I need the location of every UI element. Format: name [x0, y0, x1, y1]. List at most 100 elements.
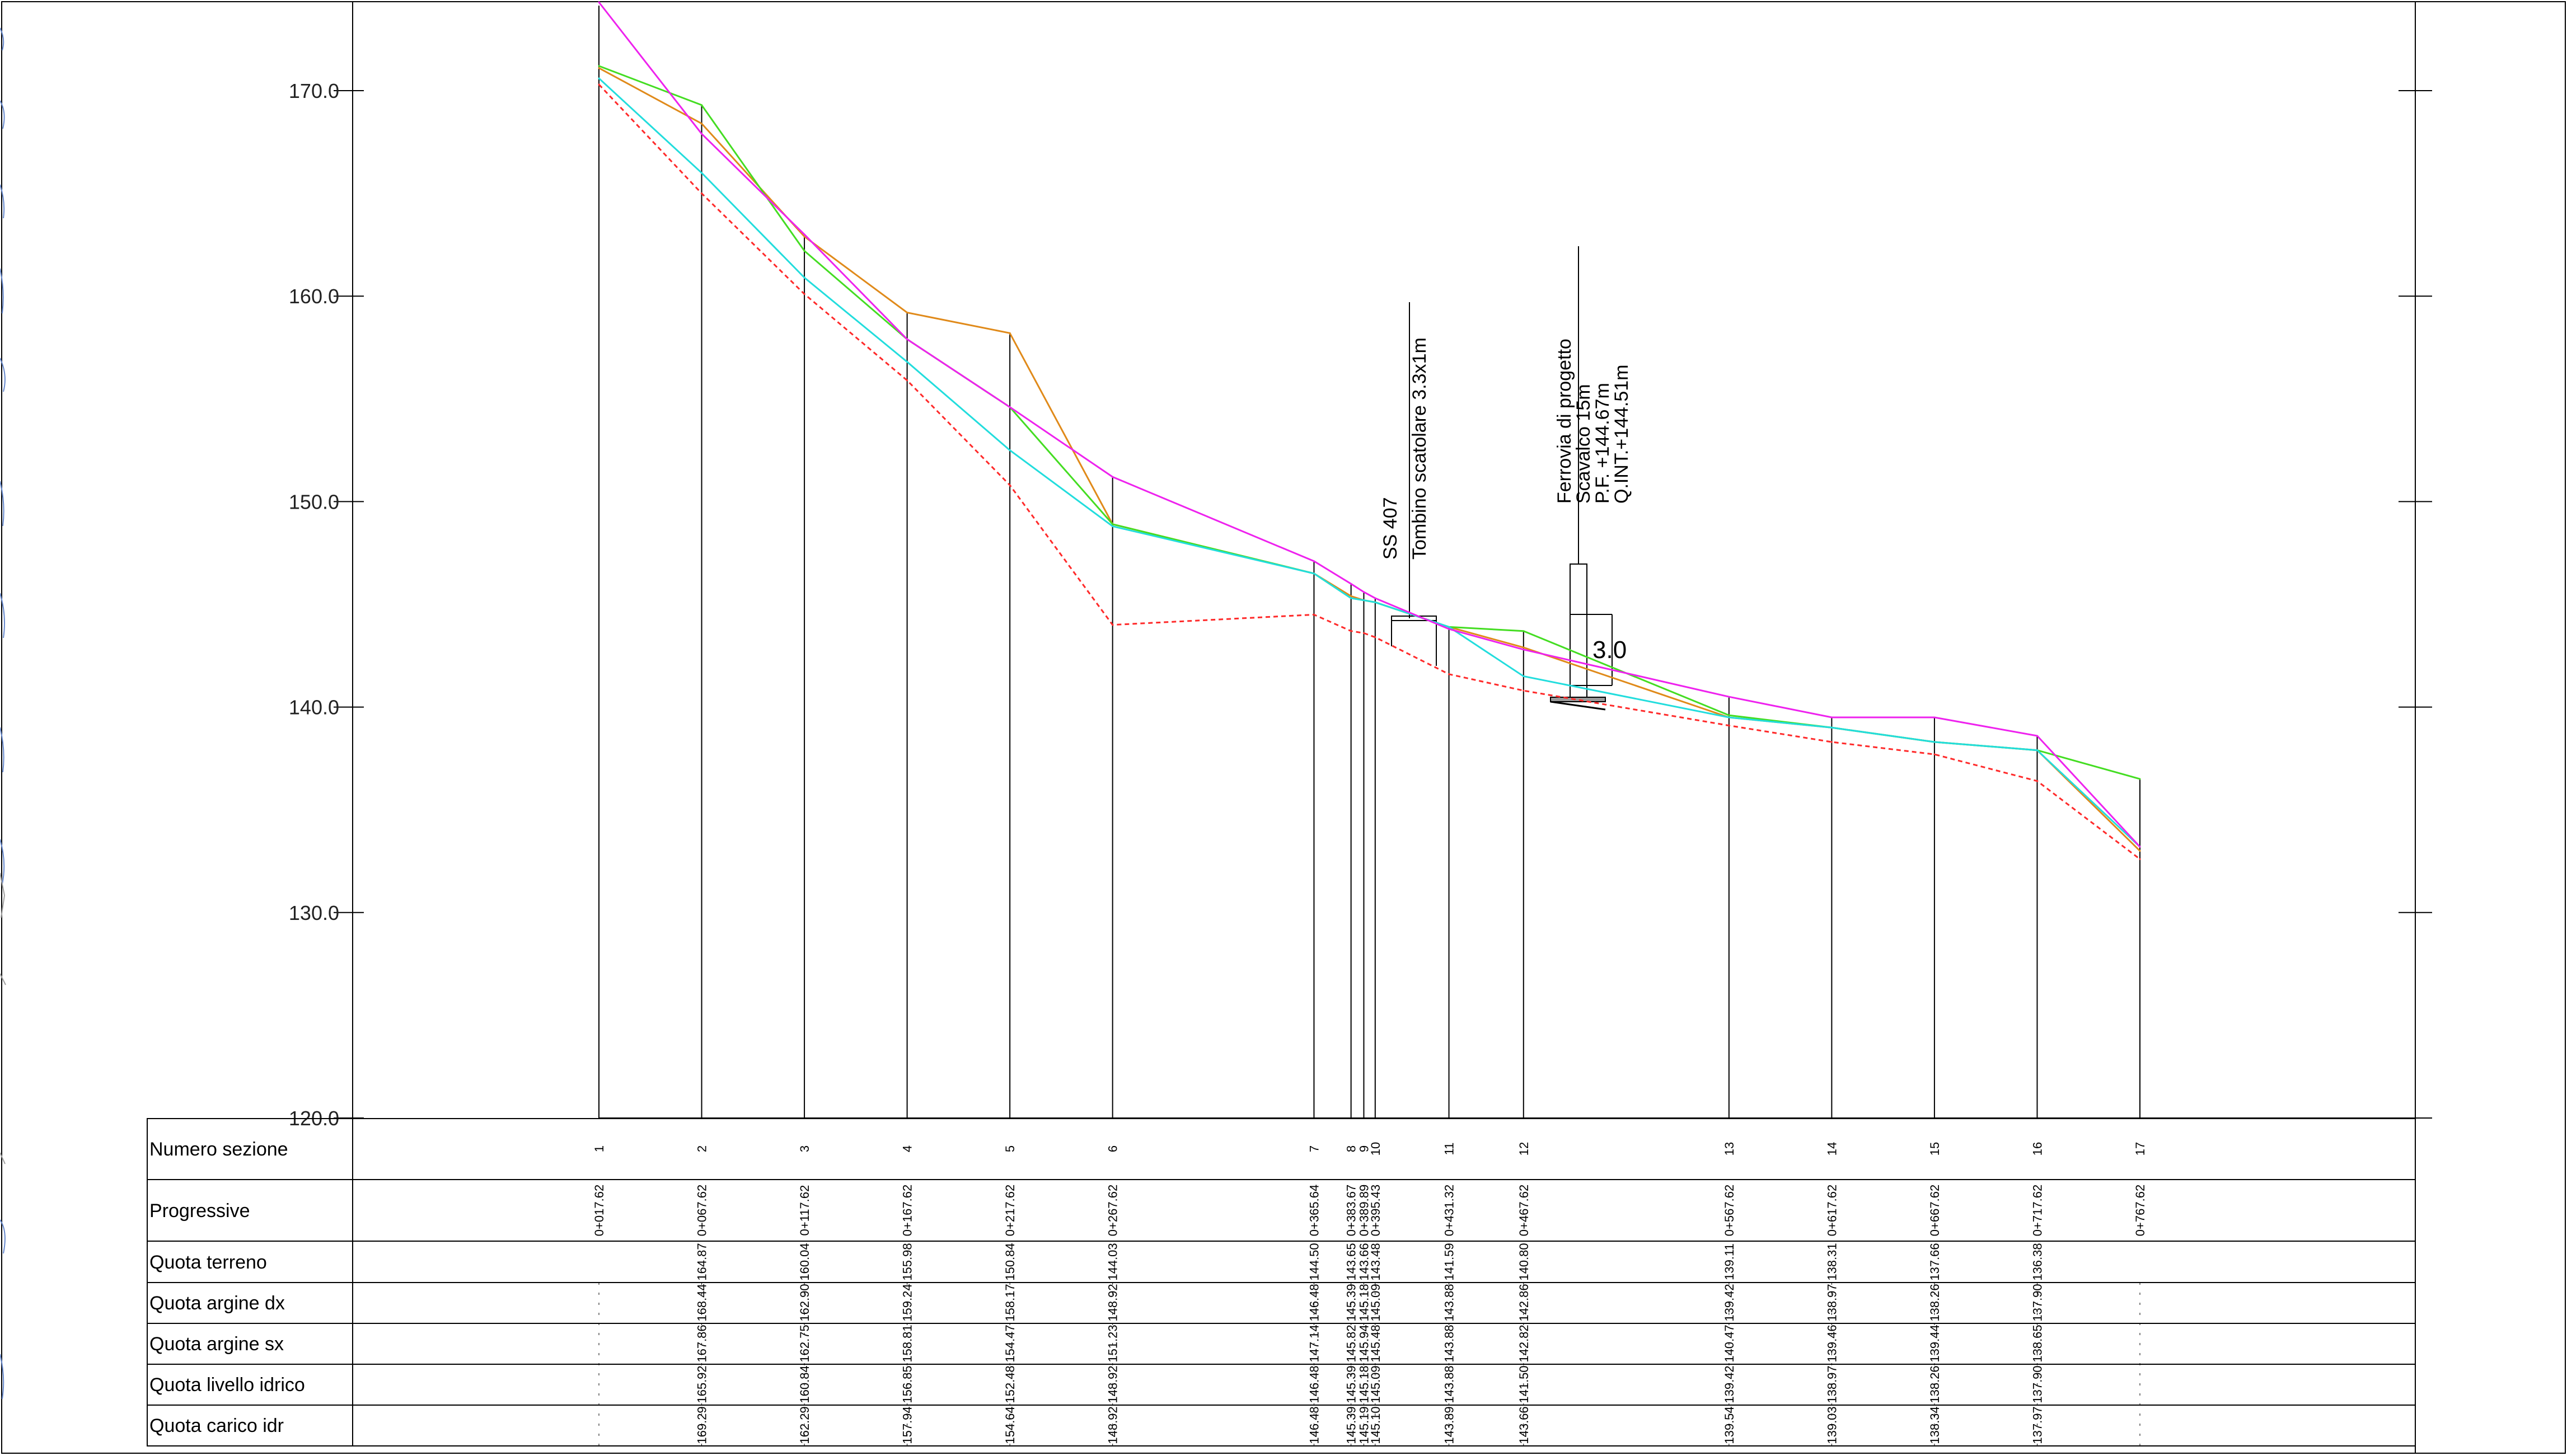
table-cell-quota_carico_idr: 146.48: [1308, 1406, 1322, 1444]
table-grid: [147, 1118, 2416, 1446]
point-argine_dx: [1523, 646, 1525, 649]
point-argine_sx: [598, 65, 600, 67]
table-cell-quota_livello_idrico: 143.88: [1442, 1365, 1456, 1403]
table-cell-progressive: 0+117.62: [798, 1185, 812, 1236]
table-cell-progressive: 0+167.62: [901, 1185, 915, 1236]
table-cell-quota_terreno: 143.48: [1369, 1243, 1383, 1280]
point-terreno: [1933, 753, 1936, 755]
point-carico_idr: [1009, 406, 1011, 408]
table-cell-numero_sezione: 11: [1442, 1143, 1456, 1156]
point-terreno: [1362, 632, 1365, 634]
point-livello_idrico: [1112, 525, 1114, 527]
point-argine_dx: [701, 123, 703, 125]
table-cell-quota_carico_idr: 143.89: [1442, 1406, 1456, 1444]
table-cell-quota_livello_idrico: 145.39: [1345, 1365, 1359, 1403]
y-tick-label: 170.0: [289, 79, 339, 102]
left-edge-fragments: [0, 27, 6, 1399]
table-cell-progressive: 0+217.62: [1003, 1185, 1017, 1236]
table-cell-quota_terreno: 141.59: [1442, 1243, 1456, 1280]
table-cell-quota_terreno: 150.84: [1003, 1243, 1017, 1280]
table-cell-quota_terreno: 155.98: [901, 1243, 915, 1280]
table-cell-quota_argine_dx: 142.86: [1517, 1284, 1531, 1321]
table-cell-quota_terreno: 137.66: [1928, 1243, 1942, 1280]
table-cell-quota_carico_idr: 162.29: [798, 1406, 812, 1444]
table-cell-numero_sezione: 9: [1357, 1145, 1371, 1152]
point-terreno: [803, 293, 805, 295]
table-cell-progressive: 0+383.67: [1345, 1185, 1359, 1236]
table-cell-progressive: 0+667.62: [1928, 1185, 1942, 1236]
dimension-label: 3.0: [1592, 636, 1627, 664]
table-row-labels: Numero sezione Progressive Quota terreno Qu…: [149, 1139, 305, 1436]
table-cell-numero_sezione: 8: [1345, 1145, 1359, 1152]
table-cell-numero_sezione: 1: [592, 1145, 606, 1152]
table-cell-quota_argine_dx: 137.90: [2031, 1284, 2045, 1321]
table-cell-quota_argine_sx: 139.44: [1928, 1325, 1942, 1362]
table-cell-quota_livello_idrico: 145.18: [1357, 1365, 1371, 1403]
point-livello_idrico: [1933, 741, 1936, 743]
table-cell-quota_argine_dx: 146.48: [1308, 1284, 1322, 1321]
table-cell-progressive: 0+267.62: [1106, 1185, 1120, 1236]
table-cell-quota_argine_sx: 138.65: [2031, 1325, 2045, 1362]
table-cell-quota_livello_idrico: 138.26: [1928, 1365, 1942, 1403]
point-terreno: [2036, 780, 2038, 782]
table-cell-quota_argine_dx: 143.88: [1442, 1284, 1456, 1321]
y-tick-label: 150.0: [289, 490, 339, 513]
data-table: Numero sezione Progressive Quota terreno Qu…: [147, 1118, 2416, 1446]
table-cell-quota_livello_idrico: 160.84: [798, 1365, 812, 1403]
table-cell-quota_argine_dx: 148.92: [1106, 1284, 1120, 1321]
table-cell-quota_terreno: 140.80: [1517, 1243, 1531, 1280]
table-cell-progressive: 0+067.62: [695, 1185, 709, 1236]
point-livello_idrico: [1830, 726, 1833, 729]
point-carico_idr: [1313, 560, 1315, 562]
point-livello_idrico: [1313, 572, 1315, 575]
table-cell-quota_terreno: 138.31: [1825, 1243, 1839, 1280]
table-cell-quota_argine_sx: 158.81: [901, 1325, 915, 1362]
table-cell-numero_sezione: 6: [1106, 1145, 1120, 1152]
table-row-label: Quota livello idrico: [149, 1374, 305, 1396]
table-cell-quota_argine_sx: 139.46: [1825, 1325, 1839, 1362]
table-cell-quota_argine_sx: 154.47: [1003, 1325, 1017, 1362]
point-argine_dx: [1009, 332, 1011, 334]
table-cell-quota_argine_sx: 145.82: [1345, 1325, 1359, 1362]
table-cell-quota_argine_dx: 162.90: [798, 1284, 812, 1321]
point-terreno: [1009, 484, 1011, 486]
table-cell-progressive: 0+389.89: [1357, 1185, 1371, 1236]
table-cell-quota_carico_idr: 138.34: [1928, 1406, 1942, 1444]
point-carico_idr: [1112, 476, 1114, 478]
table-cell-quota_argine_dx: 159.24: [901, 1284, 915, 1321]
table-cell-numero_sezione: 16: [2031, 1142, 2045, 1156]
point-argine_sx: [701, 104, 703, 106]
table-cell-quota_argine_sx: 151.23: [1106, 1325, 1120, 1362]
table-cell-progressive: 0+395.43: [1369, 1185, 1383, 1236]
table-cell-quota_argine_dx: 158.17: [1003, 1284, 1017, 1321]
table-cell-quota_argine_sx: 147.14: [1308, 1325, 1322, 1362]
point-livello_idrico: [1374, 601, 1376, 603]
point-carico_idr: [1830, 716, 1833, 718]
table-cell-quota_livello_idrico: 137.90: [2031, 1365, 2045, 1403]
point-terreno: [1313, 613, 1315, 616]
point-livello_idrico: [1009, 449, 1011, 452]
table-cell-quota_argine_dx: 145.09: [1369, 1284, 1383, 1321]
table-cell-quota_terreno: 144.50: [1308, 1243, 1322, 1280]
point-terreno: [906, 379, 908, 382]
table-cell-quota_terreno: 144.03: [1106, 1243, 1120, 1280]
point-carico_idr: [1933, 716, 1936, 718]
table-cell-numero_sezione: 15: [1928, 1142, 1942, 1156]
point-carico_idr: [1350, 583, 1352, 585]
table-cell-quota_carico_idr: 145.19: [1357, 1406, 1371, 1444]
point-argine_sx: [1112, 523, 1114, 525]
point-terreno: [598, 83, 600, 86]
series-group: [598, 1, 2141, 860]
table-row-label: Quota carico idr: [149, 1415, 284, 1436]
road-label-1: SS 407: [1380, 497, 1401, 560]
table-cell-quota_livello_idrico: 148.92: [1106, 1365, 1120, 1403]
table-cell-quota_argine_sx: 145.48: [1369, 1325, 1383, 1362]
table-cell-quota_argine_sx: 162.75: [798, 1325, 812, 1362]
point-argine_dx: [803, 236, 805, 238]
point-carico_idr: [1362, 591, 1365, 593]
table-cell-quota_argine_sx: 167.86: [695, 1325, 709, 1362]
table-row-label: Quota terreno: [149, 1252, 267, 1273]
table-cell-numero_sezione: 14: [1825, 1142, 1839, 1156]
